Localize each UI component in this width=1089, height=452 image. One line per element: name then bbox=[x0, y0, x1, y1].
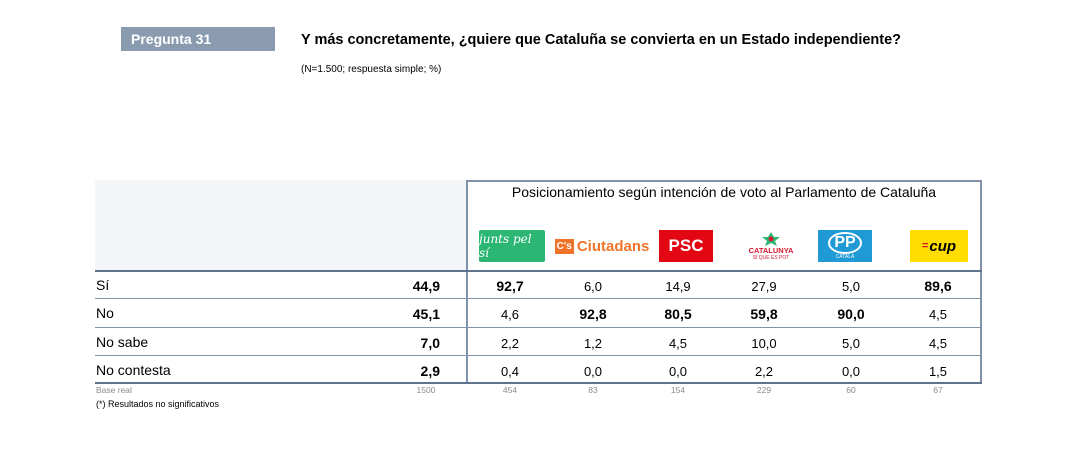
table-bottom-rule bbox=[95, 382, 982, 384]
value-cell: 1,5 bbox=[928, 364, 948, 379]
row-label-si: Sí bbox=[96, 277, 110, 293]
value-cell: 4,5 bbox=[928, 307, 948, 322]
value-cell: 4,5 bbox=[668, 336, 688, 351]
total-cell: 7,0 bbox=[420, 335, 440, 351]
value-cell: 27,9 bbox=[751, 279, 777, 294]
cup-logo: = cup bbox=[910, 230, 968, 262]
star-icon bbox=[762, 231, 780, 246]
pp-logo-subtext: CATALÀ bbox=[835, 253, 855, 260]
ciutadans-logo-text: Ciutadans bbox=[576, 237, 650, 255]
juntspelsi-logo-text: junts pel sí bbox=[479, 232, 532, 260]
value-cell: 5,0 bbox=[841, 336, 861, 351]
row-divider bbox=[95, 327, 982, 328]
cup-logo-text: cup bbox=[929, 237, 957, 255]
pp-logo: PP CATALÀ bbox=[818, 230, 872, 262]
psc-logo-text: PSC bbox=[668, 236, 704, 255]
question-title: Y más concretamente, ¿quiere que Cataluñ… bbox=[301, 32, 902, 48]
catalunya-logo-subtext: SÍ QUE ES POT bbox=[752, 254, 790, 261]
juntspelsi-logo: junts pel sí bbox=[479, 230, 545, 262]
pp-logo-text: PP bbox=[828, 231, 862, 254]
value-cell: 4,6 bbox=[500, 307, 520, 322]
value-cell: 2,2 bbox=[500, 336, 520, 351]
value-cell: 0,0 bbox=[841, 364, 861, 379]
value-cell: 2,2 bbox=[754, 364, 774, 379]
value-cell: 5,0 bbox=[841, 279, 861, 294]
value-cell: 92,7 bbox=[496, 278, 524, 294]
ciutadans-cs-mark: C's bbox=[554, 238, 574, 254]
catalunya-logo-text: CATALUNYA bbox=[748, 245, 794, 255]
arrow-icon: = bbox=[921, 240, 929, 252]
value-cell: 4,5 bbox=[928, 336, 948, 351]
footnote: (*) Resultados no significativos bbox=[96, 399, 220, 409]
value-cell: 0,0 bbox=[668, 364, 688, 379]
base-value: 60 bbox=[846, 385, 856, 395]
psc-logo: PSC bbox=[659, 230, 713, 262]
question-badge: Pregunta 31 bbox=[121, 27, 275, 51]
value-cell: 90,0 bbox=[837, 306, 865, 322]
table-header-background bbox=[95, 180, 467, 270]
catalunya-si-que-es-pot-logo: CATALUNYA SÍ QUE ES POT bbox=[736, 230, 806, 262]
total-cell: 2,9 bbox=[420, 363, 440, 379]
value-cell: 1,2 bbox=[583, 336, 603, 351]
value-cell: 0,4 bbox=[500, 364, 520, 379]
value-cell: 6,0 bbox=[583, 279, 603, 294]
value-cell: 10,0 bbox=[751, 336, 777, 351]
value-cell: 59,8 bbox=[750, 306, 778, 322]
base-value: 454 bbox=[502, 385, 518, 395]
value-cell: 0,0 bbox=[583, 364, 603, 379]
base-value: 154 bbox=[670, 385, 686, 395]
total-cell: 45,1 bbox=[412, 306, 440, 322]
value-cell: 92,8 bbox=[579, 306, 607, 322]
party-panel bbox=[466, 180, 982, 382]
base-value: 229 bbox=[756, 385, 772, 395]
value-cell: 14,9 bbox=[665, 279, 691, 294]
base-total: 1500 bbox=[416, 385, 436, 395]
question-note: (N=1.500; respuesta simple; %) bbox=[301, 64, 442, 75]
row-label-no-sabe: No sabe bbox=[96, 334, 149, 350]
row-label-no: No bbox=[96, 305, 114, 321]
value-cell: 80,5 bbox=[664, 306, 692, 322]
base-value: 83 bbox=[588, 385, 598, 395]
base-label: Base real bbox=[96, 385, 132, 395]
group-header: Posicionamiento según intención de voto … bbox=[511, 184, 937, 200]
total-cell: 44,9 bbox=[412, 278, 440, 294]
value-cell: 89,6 bbox=[924, 278, 952, 294]
base-value: 67 bbox=[933, 385, 943, 395]
table-header-rule bbox=[95, 270, 982, 272]
row-label-no-contesta: No contesta bbox=[96, 362, 171, 378]
ciutadans-logo: C's Ciutadans bbox=[554, 230, 650, 262]
row-divider bbox=[95, 355, 982, 356]
row-divider bbox=[95, 298, 982, 299]
